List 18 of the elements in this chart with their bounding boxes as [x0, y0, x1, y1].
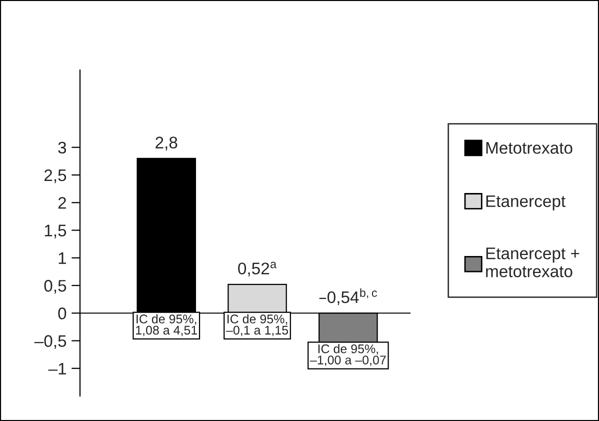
y-tick-label: 2 — [58, 197, 66, 209]
legend-label: Etanercept + metotrexato — [486, 248, 580, 278]
y-tick-label: –1 — [48, 362, 66, 374]
y-tick-label: 3 — [58, 142, 66, 154]
legend-label: Etanercept — [486, 195, 566, 210]
data-label: 0,52$^{a}$ — [238, 262, 277, 276]
y-tick-label: 0 — [58, 308, 66, 320]
annotation: IC de 95%, 1,08 a 4,51 — [136, 314, 198, 336]
annotation: IC de 95%, –1,00 a –0,07 — [310, 344, 386, 366]
data-label: 2,8 — [156, 136, 178, 150]
y-tick-label: –0,5 — [34, 335, 66, 349]
annotation: IC de 95%, –0,1 a 1,15 — [226, 314, 288, 336]
y-tick-label: 1 — [58, 252, 66, 264]
y-tick-label: 2,5 — [44, 169, 66, 184]
data-label: –0,54$^{b,c}$ — [319, 288, 377, 306]
y-tick-label: 0,5 — [44, 280, 66, 294]
y-tick-label: 1,5 — [44, 224, 66, 238]
legend-label: Metotrexato — [486, 142, 572, 154]
